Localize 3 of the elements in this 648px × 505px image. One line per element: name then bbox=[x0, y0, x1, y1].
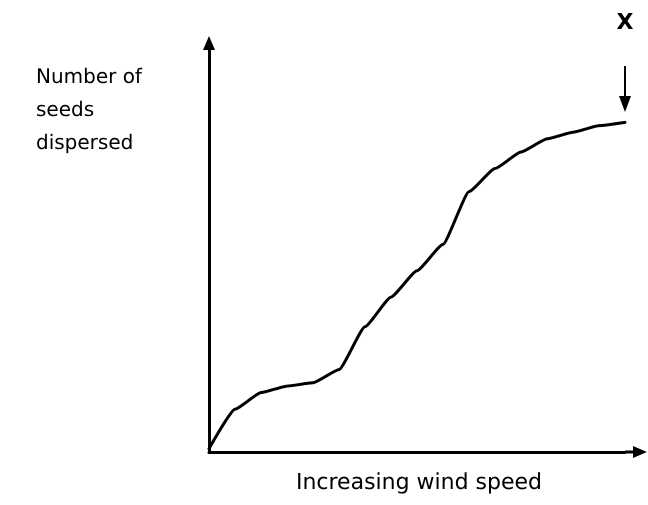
text: X bbox=[616, 10, 634, 36]
y-axis-title: Number of seeds dispersed bbox=[36, 63, 144, 156]
x-axis-title: Increasing wind speed bbox=[294, 470, 544, 495]
